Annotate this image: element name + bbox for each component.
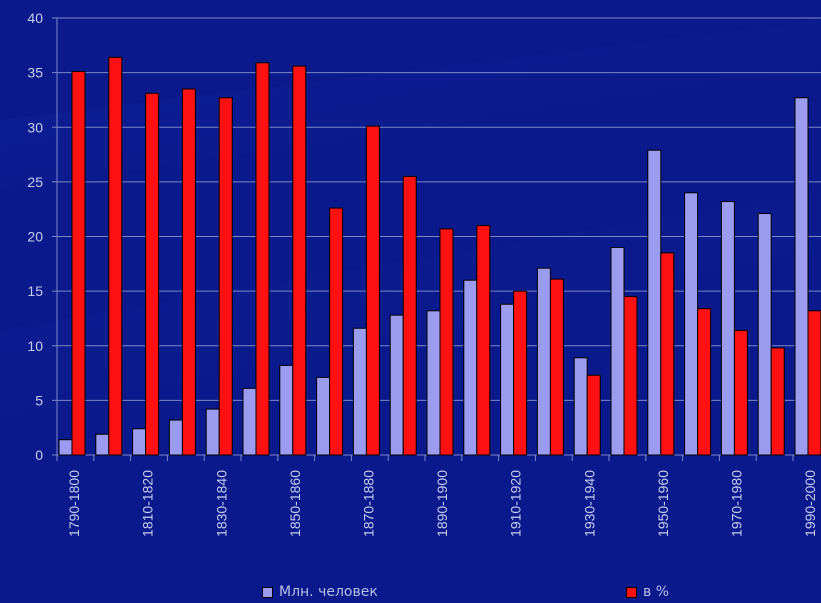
bar-series2 [733, 329, 748, 456]
legend-item-series1: Млн. человек [262, 584, 378, 600]
bar-series1 [58, 439, 73, 456]
legend-label-series1: Млн. человек [279, 584, 378, 600]
bar-series1 [647, 149, 662, 456]
bar-series1 [794, 97, 809, 456]
y-tick-label: 15 [27, 283, 43, 299]
legend-label-series2: в % [643, 584, 670, 600]
bar-series2 [402, 175, 417, 456]
bar-series1 [242, 387, 257, 456]
y-tick-label: 35 [27, 65, 43, 81]
tick-labels: 0 5 10 15 20 25 30 35 40 1790-1800 1810-1820 1830-1… [27, 10, 818, 537]
bar-series2 [145, 92, 160, 456]
bar-series1 [168, 419, 183, 456]
y-tick-label: 25 [27, 174, 43, 190]
bar-series1 [463, 279, 478, 456]
x-tick-label: 1950-1960 [655, 470, 671, 537]
bar-series2 [697, 308, 712, 456]
legend-item-series2: в % [626, 584, 669, 600]
bar-series1 [684, 192, 699, 456]
bar-series2 [476, 225, 491, 456]
y-tick-label: 10 [27, 338, 43, 354]
y-tick-label: 5 [35, 392, 43, 408]
bar-series1 [279, 364, 294, 456]
x-tick-label: 1970-1980 [729, 470, 745, 537]
bars [58, 56, 821, 456]
bar-series1 [316, 376, 331, 456]
y-tick-label: 30 [27, 119, 43, 135]
y-tick-label: 20 [27, 229, 43, 245]
bar-series1 [95, 433, 110, 456]
bar-series1 [610, 246, 625, 456]
bar-series1 [573, 357, 588, 456]
x-tick-label: 1850-1860 [287, 470, 303, 537]
bar-series2 [181, 88, 196, 456]
bar-series2 [108, 56, 123, 456]
bar-series1 [132, 428, 147, 456]
legend-swatch-series1 [262, 586, 273, 598]
x-tick-label: 1890-1900 [434, 470, 450, 537]
bar-series2 [218, 97, 233, 456]
bar-series2 [439, 228, 454, 456]
bar-series2 [660, 252, 675, 456]
bar-series2 [255, 62, 270, 456]
x-tick-label: 1830-1840 [213, 470, 229, 537]
x-tick-label: 1790-1800 [66, 470, 82, 537]
bar-series1 [536, 267, 551, 456]
y-tick-label: 40 [27, 10, 43, 26]
bar-series2 [292, 65, 307, 456]
bar-series2 [586, 374, 601, 456]
bar-series1 [500, 303, 515, 456]
bar-series1 [720, 201, 735, 456]
x-tick-label: 1930-1940 [581, 470, 597, 537]
bar-series2 [513, 290, 528, 456]
x-tick-label: 1870-1880 [361, 470, 377, 537]
bar-series2 [365, 125, 380, 456]
bar-series2 [807, 310, 821, 456]
x-tick-label: 1810-1820 [140, 470, 156, 537]
x-tick-label: 1910-1920 [508, 470, 524, 537]
bar-series2 [770, 347, 785, 456]
bar-series1 [757, 213, 772, 456]
bar-series1 [352, 327, 367, 456]
bar-series2 [549, 278, 564, 456]
bar-series1 [389, 314, 404, 456]
bar-series1 [205, 408, 220, 456]
x-tick-label: 1990-2000 [802, 470, 818, 537]
legend-swatch-series2 [626, 586, 637, 598]
bar-series2 [623, 296, 638, 456]
bar-series2 [329, 207, 344, 456]
bar-series1 [426, 310, 441, 456]
y-tick-label: 0 [35, 447, 43, 463]
bar-series2 [71, 71, 86, 456]
